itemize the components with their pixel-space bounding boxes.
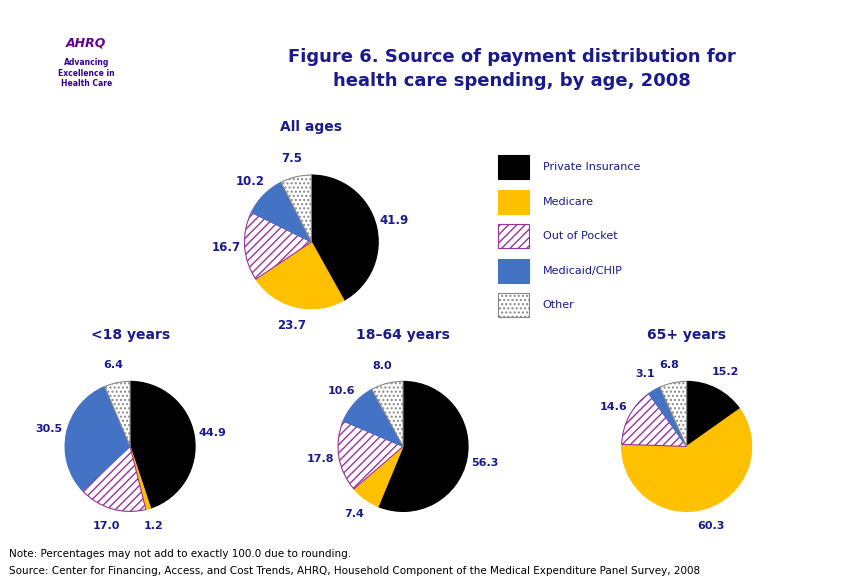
Title: 18–64 years: 18–64 years — [355, 328, 450, 342]
Title: 65+ years: 65+ years — [647, 328, 725, 342]
Text: 16.7: 16.7 — [211, 241, 240, 254]
Bar — [498, 190, 528, 214]
Text: 1.2: 1.2 — [143, 521, 163, 531]
Text: 44.9: 44.9 — [198, 428, 226, 438]
Text: Other: Other — [542, 300, 573, 310]
Bar — [498, 259, 528, 283]
Text: 3.1: 3.1 — [635, 369, 654, 380]
Text: 6.8: 6.8 — [659, 360, 678, 370]
Text: 41.9: 41.9 — [379, 214, 408, 227]
Bar — [498, 224, 528, 248]
Wedge shape — [83, 446, 146, 511]
Bar — [498, 293, 528, 317]
Text: 10.6: 10.6 — [327, 385, 354, 396]
Text: Medicare: Medicare — [542, 196, 593, 207]
Wedge shape — [245, 213, 311, 279]
Bar — [498, 155, 528, 179]
Wedge shape — [343, 389, 403, 446]
Wedge shape — [377, 381, 468, 511]
Wedge shape — [659, 381, 686, 446]
Wedge shape — [686, 381, 739, 446]
Wedge shape — [251, 183, 311, 242]
Wedge shape — [354, 446, 403, 506]
Wedge shape — [280, 175, 311, 242]
Text: Advancing
Excellence in
Health Care: Advancing Excellence in Health Care — [58, 58, 114, 88]
Text: AHRQ: AHRQ — [66, 36, 106, 50]
Text: 14.6: 14.6 — [599, 402, 626, 412]
Wedge shape — [130, 381, 195, 508]
Text: 17.8: 17.8 — [307, 454, 334, 464]
Wedge shape — [337, 421, 403, 489]
Title: <18 years: <18 years — [90, 328, 170, 342]
Wedge shape — [105, 381, 130, 446]
Text: Medicaid/CHIP: Medicaid/CHIP — [542, 266, 622, 276]
Text: 7.4: 7.4 — [344, 509, 364, 519]
Text: 7.5: 7.5 — [280, 152, 302, 165]
Text: Private Insurance: Private Insurance — [542, 162, 639, 172]
Text: 56.3: 56.3 — [470, 457, 498, 468]
Wedge shape — [621, 393, 686, 446]
Text: 60.3: 60.3 — [696, 521, 723, 531]
Wedge shape — [256, 242, 343, 309]
Text: 8.0: 8.0 — [372, 361, 392, 371]
Text: 15.2: 15.2 — [711, 367, 738, 377]
Title: All ages: All ages — [280, 120, 342, 134]
Wedge shape — [371, 381, 403, 446]
Wedge shape — [130, 446, 151, 510]
Text: Figure 6. Source of payment distribution for
health care spending, by age, 2008: Figure 6. Source of payment distribution… — [288, 48, 734, 90]
Text: 30.5: 30.5 — [35, 424, 62, 434]
Text: 23.7: 23.7 — [277, 319, 306, 332]
Wedge shape — [311, 175, 377, 300]
Text: 6.4: 6.4 — [103, 360, 124, 370]
Text: Out of Pocket: Out of Pocket — [542, 231, 616, 241]
Wedge shape — [648, 387, 686, 446]
Text: Note: Percentages may not add to exactly 100.0 due to rounding.: Note: Percentages may not add to exactly… — [9, 549, 350, 559]
Text: 17.0: 17.0 — [93, 521, 120, 531]
Wedge shape — [621, 409, 751, 511]
Wedge shape — [65, 386, 130, 491]
Text: 10.2: 10.2 — [236, 175, 265, 188]
Text: Source: Center for Financing, Access, and Cost Trends, AHRQ, Household Component: Source: Center for Financing, Access, an… — [9, 566, 699, 576]
